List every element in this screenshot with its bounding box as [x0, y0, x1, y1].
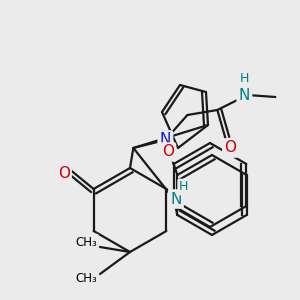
Text: H: H: [240, 73, 249, 85]
Text: N: N: [170, 191, 182, 206]
Text: O: O: [162, 145, 174, 160]
Text: N: N: [239, 88, 250, 103]
Text: H: H: [179, 181, 189, 194]
Text: CH₃: CH₃: [75, 236, 97, 248]
Text: O: O: [58, 166, 70, 181]
Text: N: N: [160, 133, 171, 148]
Text: O: O: [224, 140, 236, 155]
Text: CH₃: CH₃: [75, 272, 97, 286]
